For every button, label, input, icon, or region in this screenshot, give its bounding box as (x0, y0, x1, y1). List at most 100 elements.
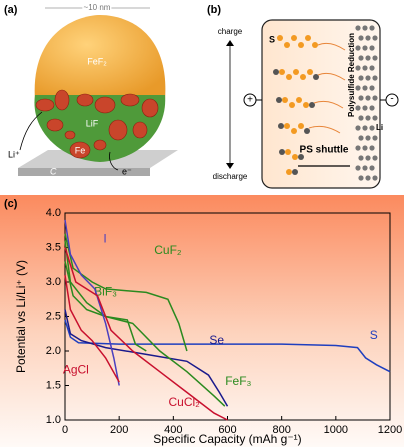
li-dot (362, 145, 368, 151)
core (34, 15, 166, 100)
li-dot (362, 105, 368, 111)
series-label: I (103, 231, 106, 245)
arrow-head (226, 40, 234, 46)
panel-b: (b) charge discharge + - S Polysulfide R… (207, 4, 399, 189)
li-dot (372, 135, 378, 141)
li-dot (358, 135, 364, 141)
x-tick-label: 0 (62, 424, 68, 436)
li-dot (358, 35, 364, 41)
metal-label: Fe (75, 145, 86, 155)
series-label: BiF₃ (94, 285, 117, 299)
li-dot (358, 75, 364, 81)
li-dot (358, 155, 364, 161)
substrate-label: C (50, 166, 57, 176)
x-axis-label: Specific Capacity (mAh g⁻¹) (153, 432, 301, 446)
shell (34, 95, 166, 162)
li-dot (365, 75, 371, 81)
li-dot (355, 45, 361, 51)
li-dot (369, 145, 375, 151)
li-dot (369, 105, 375, 111)
shell-label: LiF (86, 118, 99, 128)
scale-label: ~10 nm (84, 3, 111, 12)
li-dot (372, 75, 378, 81)
y-tick-label: 4.0 (46, 207, 61, 219)
li-dot (365, 175, 371, 181)
li-dot (365, 95, 371, 101)
electron-arrow (109, 151, 119, 171)
li-dot (372, 35, 378, 41)
plus-label: + (247, 95, 253, 106)
y-tick-label: 3.5 (46, 241, 61, 253)
ion-label: Li⁺ (8, 149, 20, 159)
li-dot (372, 115, 378, 121)
series-line (64, 274, 120, 383)
li-dot (355, 105, 361, 111)
li-dot (362, 65, 368, 71)
series-line (64, 247, 228, 421)
li-dot (355, 145, 361, 151)
panel-label: (c) (4, 198, 18, 210)
panel-a: ~10 nm (a) FeF₂ LiF Fe Li⁺ e⁻ C (4, 2, 178, 176)
series-line (64, 240, 226, 407)
lithium-anode (355, 25, 378, 181)
x-tick-label: 400 (164, 424, 182, 436)
li-dot (362, 125, 368, 131)
li-dot (362, 25, 368, 31)
li-dot (355, 165, 361, 171)
li-dot (358, 55, 364, 61)
terminal (385, 93, 399, 107)
x-tick-label: 1200 (378, 424, 402, 436)
y-tick-label: 2.0 (46, 345, 61, 357)
li-dot (372, 175, 378, 181)
li-dot (358, 115, 364, 121)
li-dot (355, 65, 361, 71)
li-dot (365, 35, 371, 41)
x-tick-label: 200 (110, 424, 128, 436)
series-label: AgCl (63, 362, 89, 376)
li-dot (369, 165, 375, 171)
li-dot (372, 55, 378, 61)
series-line (64, 319, 391, 373)
chart: (c) 0 200 400 600 800 1000 1200 1.0 1.5 2.0 2.5 3.0 3… (4, 198, 402, 446)
series-label: S (370, 328, 378, 342)
discharge-label: discharge (213, 172, 248, 181)
li-dot (362, 45, 368, 51)
process-label: Polysulfide Reduction (347, 33, 356, 117)
li-dot (369, 65, 375, 71)
li-dot (355, 25, 361, 31)
li-dot (365, 115, 371, 121)
series-line (64, 233, 188, 352)
series-line (64, 309, 229, 407)
series-label: CuF₂ (154, 243, 182, 257)
shuttle-arrows (308, 42, 346, 134)
y-tick-label: 1.5 (46, 379, 61, 391)
core-label: FeF₂ (87, 56, 107, 66)
li-dot (365, 155, 371, 161)
li-dot (358, 175, 364, 181)
cell (261, 19, 381, 189)
shuttle-label: PS shuttle (300, 145, 349, 156)
li-dot (369, 125, 375, 131)
li-dot (362, 165, 368, 171)
li-dot (372, 155, 378, 161)
panel-label: (a) (4, 4, 18, 16)
y-tick-label: 3.0 (46, 276, 61, 288)
lithium-label: Li (376, 123, 383, 132)
y-tick-label: 2.5 (46, 310, 61, 322)
li-dot (355, 125, 361, 131)
y-axis-label: Potential vs Li/Li⁺ (V) (14, 260, 28, 373)
series-label: CuCl₂ (168, 395, 200, 409)
lithium-atoms (273, 69, 319, 175)
li-dot (355, 85, 361, 91)
li-dot (369, 45, 375, 51)
x-tick-label: 800 (272, 424, 290, 436)
li-dot (369, 85, 375, 91)
li-dot (362, 85, 368, 91)
sulfur-label: S (269, 34, 275, 44)
polysulfides (277, 35, 318, 175)
li-dot (365, 135, 371, 141)
electron-label: e⁻ (122, 166, 132, 176)
series-line (64, 219, 120, 386)
series-label: FeF₃ (225, 374, 251, 388)
